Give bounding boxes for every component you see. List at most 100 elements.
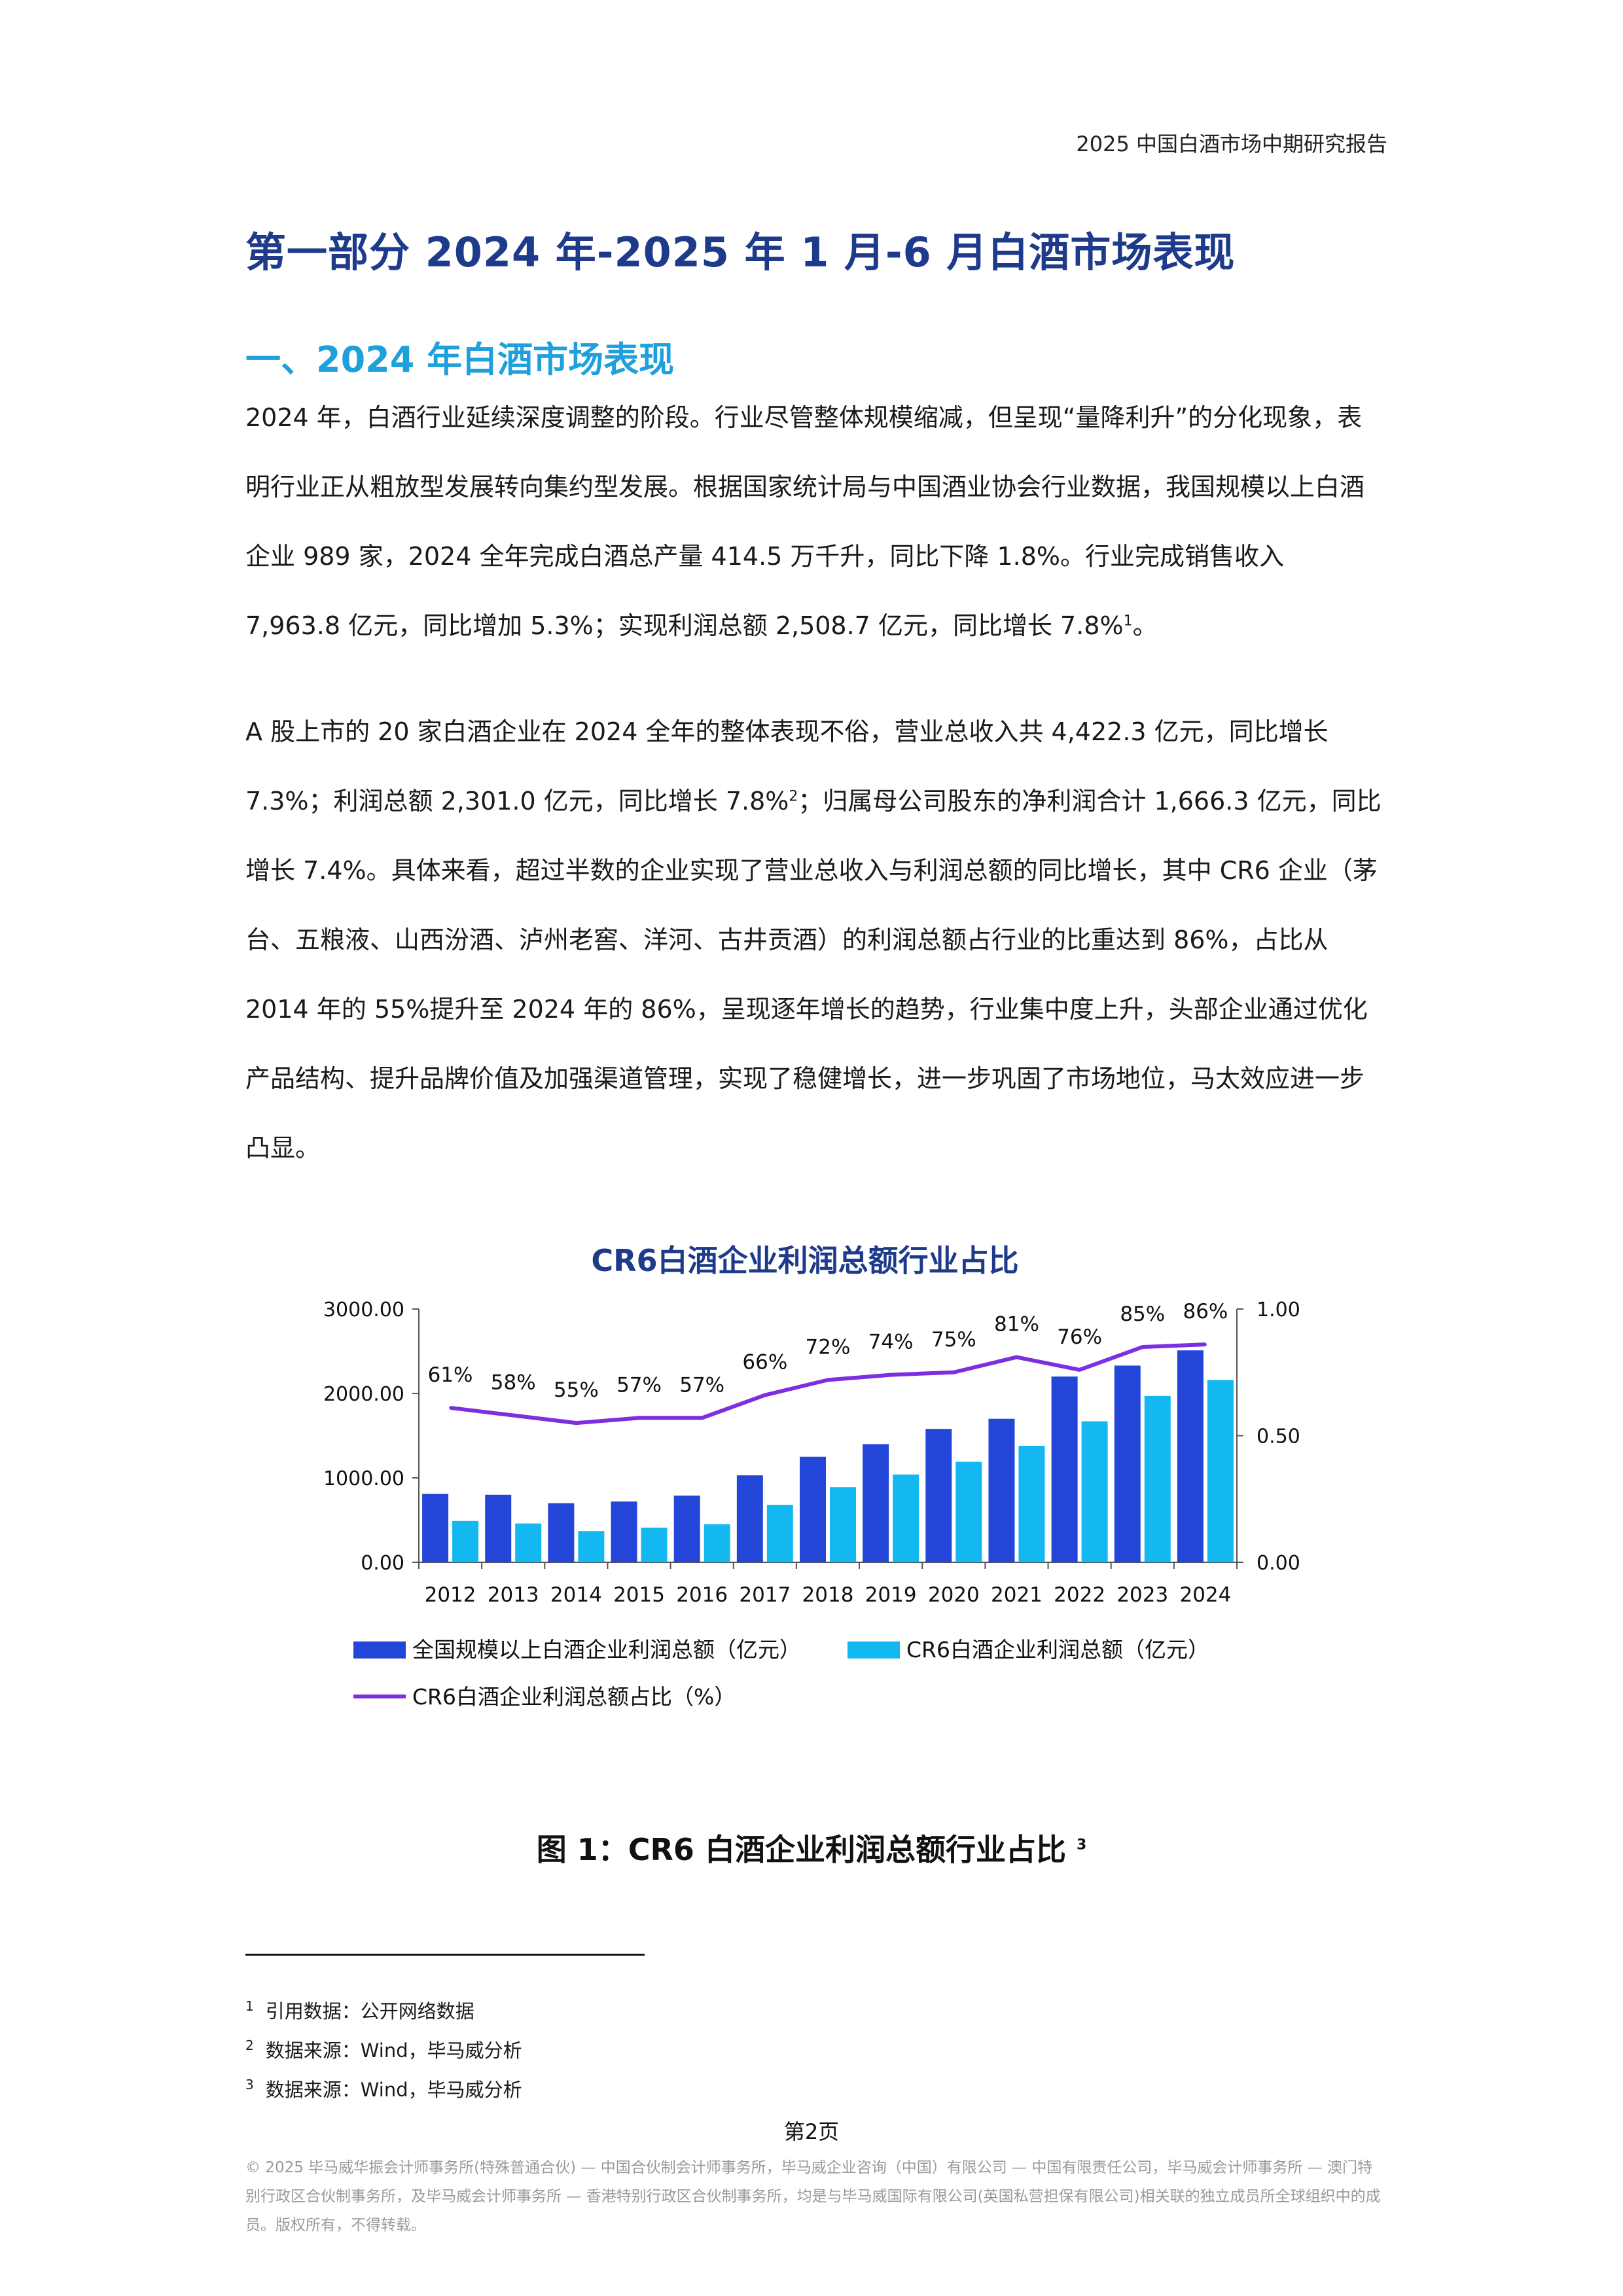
bar-total-profit-2023 bbox=[1114, 1365, 1141, 1562]
chart-bars bbox=[422, 1350, 1234, 1562]
bar-total-profit-2022 bbox=[1051, 1376, 1078, 1562]
share-point-2022 bbox=[1078, 1368, 1081, 1371]
bar-cr6-profit-2023 bbox=[1144, 1395, 1171, 1562]
footnote-number: 1 bbox=[245, 1998, 254, 2015]
share-data-label-2022: 76% bbox=[1057, 1325, 1102, 1349]
share-point-2024 bbox=[1204, 1343, 1207, 1346]
bar-total-profit-2019 bbox=[863, 1444, 889, 1562]
footnote-ref-1[interactable]: 1 bbox=[1123, 613, 1133, 630]
y-left-tick-label: 1000.00 bbox=[323, 1467, 404, 1490]
share-data-label-2017: 66% bbox=[742, 1351, 787, 1374]
share-data-label-2016: 57% bbox=[679, 1373, 724, 1397]
bar-total-profit-2020 bbox=[925, 1429, 952, 1562]
x-tick-label-2015: 2015 bbox=[613, 1583, 665, 1607]
section-title: 一、2024 年白酒市场表现 bbox=[245, 339, 675, 380]
legend-label-0: 全国规模以上白酒企业利润总额（亿元） bbox=[412, 1637, 801, 1662]
paragraph-2-text-a: A 股上市的 20 家白酒企业在 2024 全年的整体表现不俗，营业总收入共 4… bbox=[245, 717, 1329, 816]
x-tick-label-2016: 2016 bbox=[676, 1583, 728, 1607]
bar-cr6-profit-2018 bbox=[830, 1487, 856, 1562]
bar-cr6-profit-2022 bbox=[1081, 1421, 1108, 1562]
share-point-2021 bbox=[1015, 1355, 1018, 1359]
legend-swatch-0 bbox=[353, 1641, 406, 1659]
legend-label-1: CR6白酒企业利润总额（亿元） bbox=[906, 1637, 1209, 1662]
x-tick-label-2020: 2020 bbox=[928, 1583, 980, 1607]
footnote-ref-2[interactable]: 2 bbox=[789, 788, 798, 805]
x-tick-label-2013: 2013 bbox=[488, 1583, 539, 1607]
y-left-tick-label: 2000.00 bbox=[323, 1383, 404, 1406]
y-right-tick-label: 0.00 bbox=[1257, 1552, 1300, 1575]
share-point-2017 bbox=[763, 1393, 766, 1397]
footnote-divider bbox=[245, 1954, 645, 1956]
chart-line-series: 61% 58% 55% 57% 57% 66% 72% 74% 75% 81% 76% 85% 86% bbox=[428, 1300, 1228, 1426]
share-data-label-2012: 61% bbox=[428, 1363, 473, 1387]
legend-swatch-1 bbox=[847, 1641, 900, 1659]
x-tick-label-2014: 2014 bbox=[550, 1583, 602, 1607]
y-left-tick-label: 3000.00 bbox=[323, 1299, 404, 1321]
x-tick-label-2024: 2024 bbox=[1179, 1583, 1231, 1607]
paragraph-1-text: 2024 年，白酒行业延续深度调整的阶段。行业尽管整体规模缩减，但呈现“量降利升… bbox=[245, 403, 1365, 640]
bar-cr6-profit-2014 bbox=[578, 1531, 605, 1562]
bar-total-profit-2014 bbox=[548, 1503, 575, 1562]
paragraph-1: 2024 年，白酒行业延续深度调整的阶段。行业尽管整体规模缩减，但呈现“量降利升… bbox=[245, 383, 1384, 660]
bar-total-profit-2021 bbox=[988, 1418, 1015, 1562]
bar-cr6-profit-2013 bbox=[515, 1523, 542, 1562]
footnote-text: 数据来源：Wind，毕马威分析 bbox=[265, 2039, 522, 2062]
share-point-2012 bbox=[449, 1406, 452, 1409]
footnote-text: 数据来源：Wind，毕马威分析 bbox=[265, 2079, 522, 2101]
bar-total-profit-2015 bbox=[611, 1501, 637, 1562]
share-data-label-2024: 86% bbox=[1183, 1300, 1228, 1323]
legend-label-2: CR6白酒企业利润总额占比（%） bbox=[412, 1684, 736, 1710]
footnote-2: 2 数据来源：Wind，毕马威分析 bbox=[245, 2036, 522, 2063]
bar-cr6-profit-2020 bbox=[955, 1462, 982, 1562]
share-point-2015 bbox=[637, 1416, 641, 1420]
footnote-number: 2 bbox=[245, 2037, 254, 2054]
bar-total-profit-2017 bbox=[736, 1475, 763, 1562]
bar-cr6-profit-2015 bbox=[641, 1528, 668, 1562]
y-left-tick-label: 0.00 bbox=[361, 1552, 404, 1575]
figure-caption-text: 图 1：CR6 白酒企业利润总额行业占比 bbox=[536, 1832, 1077, 1867]
report-header-title: 2025 中国白酒市场中期研究报告 bbox=[1076, 132, 1387, 156]
paragraph-2-text-b: ；归属母公司股东的净利润合计 1,666.3 亿元，同比增长 7.4%。具体来看… bbox=[245, 787, 1382, 1162]
share-data-label-2018: 72% bbox=[806, 1335, 851, 1359]
share-point-2019 bbox=[889, 1373, 893, 1376]
chart-legend: 全国规模以上白酒企业利润总额（亿元） CR6白酒企业利润总额（亿元） CR6白酒企业… bbox=[353, 1637, 1209, 1710]
x-tick-label-2019: 2019 bbox=[865, 1583, 917, 1607]
copyright-notice: © 2025 毕马威华振会计师事务所(特殊普通合伙) — 中国合伙制会计师事务所… bbox=[245, 2159, 1381, 2234]
share-data-label-2023: 85% bbox=[1120, 1302, 1165, 1326]
footnote-3: 3 数据来源：Wind，毕马威分析 bbox=[245, 2075, 522, 2102]
share-point-2016 bbox=[700, 1416, 704, 1420]
bar-total-profit-2013 bbox=[485, 1494, 512, 1562]
page-number: 第2页 bbox=[783, 2119, 840, 2144]
bar-cr6-profit-2024 bbox=[1207, 1380, 1234, 1562]
chart-title: CR6白酒企业利润总额行业占比 bbox=[591, 1243, 1018, 1278]
bar-cr6-profit-2016 bbox=[704, 1524, 730, 1562]
figure-caption: 图 1：CR6 白酒企业利润总额行业占比 3 bbox=[0, 1826, 1623, 1869]
bar-cr6-profit-2019 bbox=[893, 1474, 919, 1562]
footnote-number: 3 bbox=[245, 2077, 254, 2093]
footnote-1: 1 引用数据：公开网络数据 bbox=[245, 1996, 474, 2024]
bar-cr6-profit-2017 bbox=[766, 1505, 793, 1562]
share-data-label-2013: 58% bbox=[491, 1371, 536, 1395]
bar-total-profit-2016 bbox=[673, 1496, 700, 1562]
x-tick-label-2022: 2022 bbox=[1054, 1583, 1105, 1607]
bar-cr6-profit-2021 bbox=[1018, 1445, 1045, 1562]
x-tick-label-2023: 2023 bbox=[1116, 1583, 1168, 1607]
share-point-2013 bbox=[512, 1414, 515, 1417]
share-data-label-2015: 57% bbox=[616, 1373, 662, 1397]
share-point-2018 bbox=[827, 1378, 829, 1382]
share-data-label-2020: 75% bbox=[931, 1328, 976, 1352]
x-tick-label-2012: 2012 bbox=[425, 1583, 476, 1607]
share-point-2020 bbox=[952, 1371, 955, 1374]
share-data-label-2021: 81% bbox=[994, 1313, 1039, 1336]
share-point-2023 bbox=[1141, 1346, 1144, 1349]
paragraph-1-end: 。 bbox=[1132, 611, 1158, 640]
part-title: 第一部分 2024 年-2025 年 1 月-6 月白酒市场表现 bbox=[245, 228, 1236, 276]
bar-total-profit-2012 bbox=[422, 1494, 449, 1562]
bar-cr6-profit-2012 bbox=[452, 1520, 479, 1562]
x-tick-label-2017: 2017 bbox=[739, 1583, 791, 1607]
y-right-tick-label: 0.50 bbox=[1257, 1426, 1300, 1448]
bar-total-profit-2024 bbox=[1177, 1350, 1204, 1562]
footnote-text: 引用数据：公开网络数据 bbox=[265, 2000, 474, 2022]
profit-share-chart: CR6白酒企业利润总额行业占比 0.00 1000.00 2000.00 3000.0… bbox=[323, 1243, 1300, 1710]
footnote-ref-3[interactable]: 3 bbox=[1076, 1837, 1087, 1854]
